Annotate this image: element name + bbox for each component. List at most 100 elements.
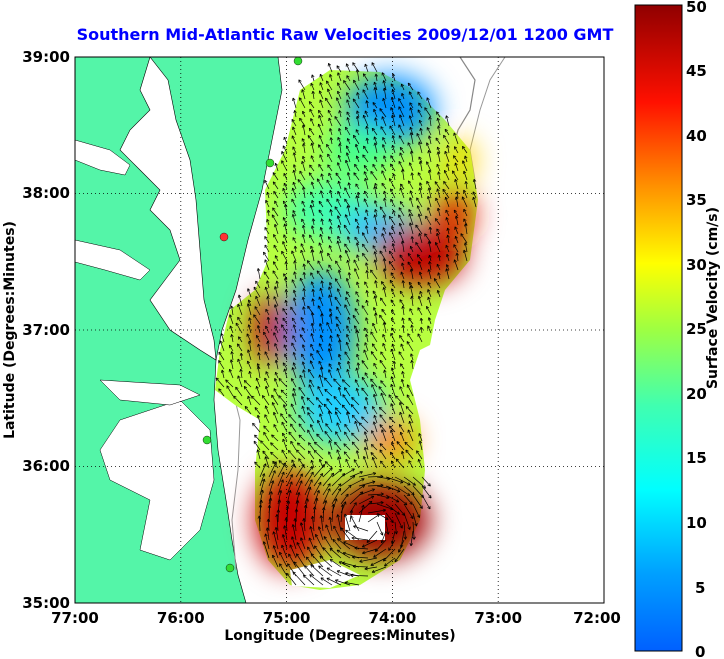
velocity-vector xyxy=(299,374,306,388)
velocity-vector-head xyxy=(383,245,387,248)
velocity-vector-head xyxy=(254,407,258,409)
velocity-vector xyxy=(319,154,324,163)
velocity-vector-head xyxy=(410,107,413,110)
velocity-vector-head xyxy=(401,83,405,87)
velocity-vector-head xyxy=(323,404,325,408)
velocity-vector-head xyxy=(408,222,411,226)
velocity-vector-head xyxy=(310,333,312,337)
velocity-vector-head xyxy=(237,375,239,379)
velocity-vector-head xyxy=(359,559,363,562)
velocity-vector xyxy=(218,360,225,370)
velocity-vector xyxy=(336,65,342,73)
velocity-vector xyxy=(303,518,306,532)
velocity-vector xyxy=(446,264,450,271)
velocity-vector-head xyxy=(237,303,241,307)
velocity-vector xyxy=(429,116,432,127)
velocity-region xyxy=(375,225,465,285)
velocity-vector xyxy=(334,206,342,217)
velocity-vector-head xyxy=(256,415,259,419)
velocity-vector xyxy=(352,556,369,559)
velocity-vector xyxy=(344,387,351,397)
velocity-vector xyxy=(445,245,450,253)
velocity-vector xyxy=(361,377,369,388)
velocity-vector-head xyxy=(346,99,350,102)
velocity-vector-head xyxy=(281,471,285,475)
velocity-vector-head xyxy=(292,97,294,101)
velocity-vector-head xyxy=(391,309,395,312)
velocity-vector xyxy=(319,413,324,424)
velocity-vector-head xyxy=(307,305,311,308)
velocity-vector xyxy=(381,233,387,244)
velocity-vector-head xyxy=(370,562,373,566)
velocity-vector xyxy=(399,386,405,397)
velocity-vector xyxy=(391,226,396,235)
velocity-vector-head xyxy=(416,450,420,453)
velocity-vector xyxy=(380,351,387,361)
velocity-vector-head xyxy=(248,299,252,303)
velocity-vector-head xyxy=(346,111,350,114)
velocity-vector-head xyxy=(398,98,402,101)
velocity-vector-head xyxy=(417,333,421,336)
velocity-vector-head xyxy=(345,152,348,156)
velocity-vector-head xyxy=(463,242,466,246)
velocity-vector-head xyxy=(419,291,421,295)
velocity-vector-head xyxy=(311,459,314,463)
velocity-vector xyxy=(300,243,306,253)
velocity-vector-head xyxy=(336,498,338,502)
velocity-vector xyxy=(373,415,378,424)
velocity-vector-head xyxy=(293,352,296,355)
velocity-vector-head xyxy=(346,92,350,95)
velocity-vector-head xyxy=(324,461,327,465)
velocity-vector-head xyxy=(264,377,268,380)
velocity-vector xyxy=(324,377,333,388)
velocity-vector-head xyxy=(336,368,338,372)
velocity-vector-head xyxy=(220,333,222,337)
velocity-vector xyxy=(304,505,307,523)
velocity-vector-head xyxy=(373,554,376,558)
velocity-vector xyxy=(389,216,396,226)
velocity-vector-head xyxy=(381,429,383,433)
velocity-vector xyxy=(251,395,261,406)
velocity-vector-head xyxy=(310,245,314,248)
velocity-vector-head xyxy=(436,111,440,114)
velocity-vector xyxy=(358,495,375,505)
velocity-vector xyxy=(383,190,387,199)
velocity-vector-head xyxy=(332,538,336,541)
velocity-vector xyxy=(353,135,360,145)
velocity-vector-head xyxy=(415,224,419,227)
velocity-vector-head xyxy=(244,405,249,408)
velocity-vector-head xyxy=(337,235,341,239)
velocity-vector-head xyxy=(311,225,315,229)
x-tick-label: 75:00 xyxy=(263,609,311,627)
velocity-vector xyxy=(372,102,378,109)
velocity-vector-head xyxy=(372,394,375,398)
velocity-vector xyxy=(294,271,297,280)
velocity-vector xyxy=(398,351,405,361)
velocity-vector-head xyxy=(301,225,304,229)
velocity-vector-head xyxy=(291,393,294,397)
chesapeake-bay xyxy=(119,57,217,361)
velocity-vector xyxy=(447,234,450,244)
velocity-vector-head xyxy=(323,464,326,468)
velocity-vector-head xyxy=(374,414,377,418)
velocity-vector xyxy=(293,227,297,235)
velocity-vector xyxy=(310,272,315,280)
velocity-vector-head xyxy=(380,502,384,505)
velocity-vector-head xyxy=(274,343,278,346)
velocity-vector xyxy=(292,126,297,136)
velocity-vector-head xyxy=(365,262,369,266)
velocity-vector xyxy=(257,268,261,280)
velocity-vector xyxy=(309,574,324,586)
velocity-vector xyxy=(398,214,405,226)
velocity-vector xyxy=(329,313,333,325)
velocity-vector xyxy=(320,190,324,199)
velocity-vector-head xyxy=(280,389,283,394)
velocity-vector-head xyxy=(383,509,386,513)
velocity-vector-head xyxy=(391,367,395,371)
velocity-vector-head xyxy=(318,115,322,118)
velocity-vector xyxy=(394,476,411,486)
velocity-vector xyxy=(316,433,324,442)
velocity-vector-head xyxy=(347,369,350,372)
velocity-vector-head xyxy=(291,459,295,462)
velocity-vector-head xyxy=(373,259,376,263)
